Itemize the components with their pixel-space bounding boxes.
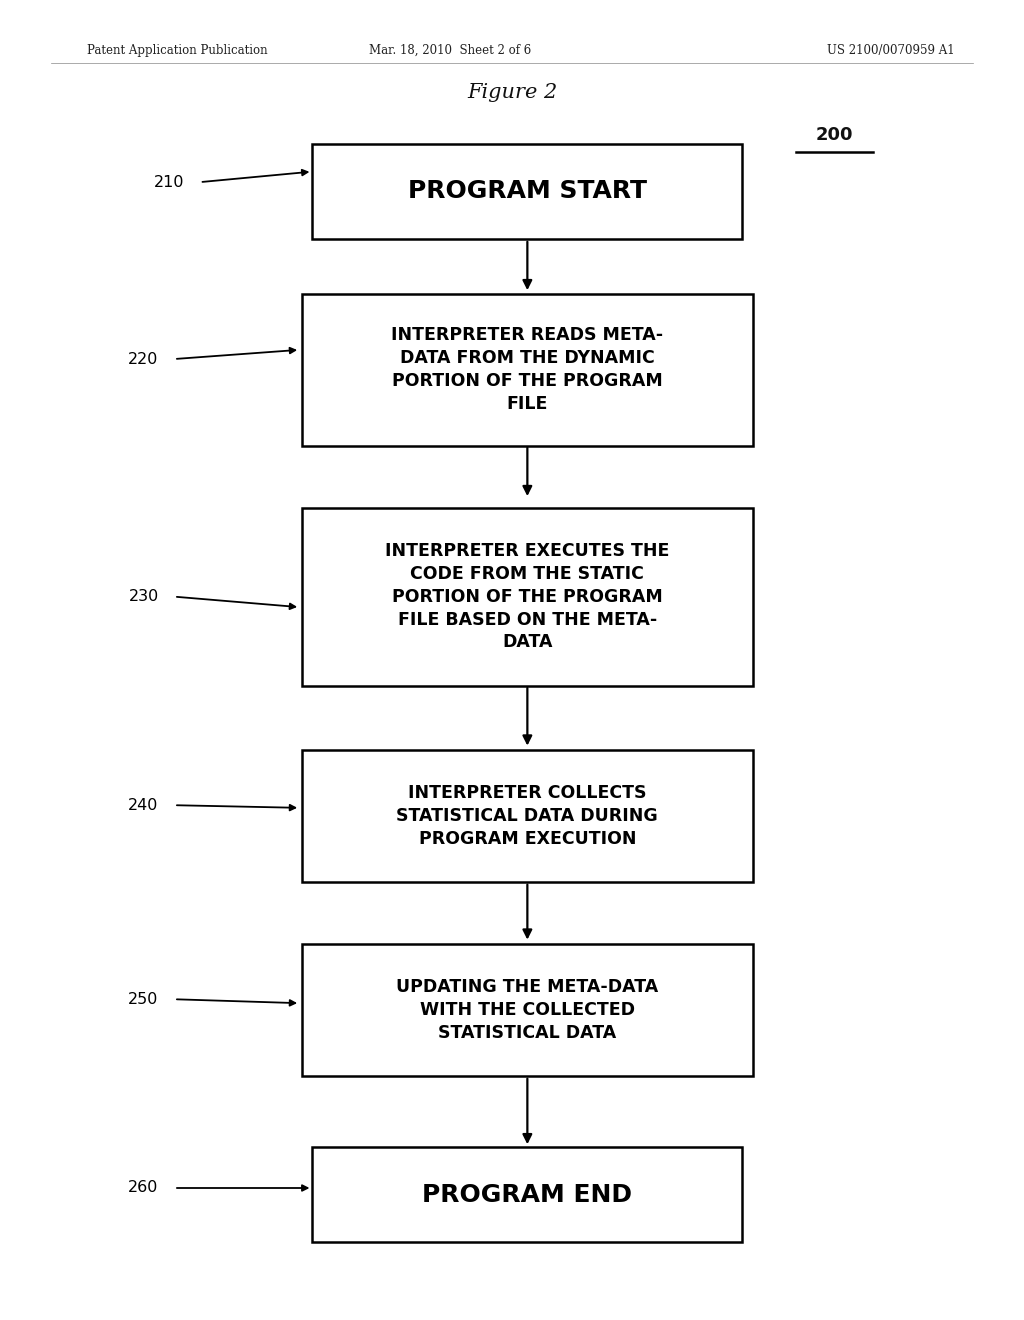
Text: 210: 210: [154, 174, 184, 190]
Bar: [302, 944, 753, 1076]
Text: INTERPRETER COLLECTS
STATISTICAL DATA DURING
PROGRAM EXECUTION: INTERPRETER COLLECTS STATISTICAL DATA DU…: [396, 784, 658, 847]
Text: 220: 220: [128, 351, 159, 367]
Text: Patent Application Publication: Patent Application Publication: [87, 44, 267, 57]
Text: Mar. 18, 2010  Sheet 2 of 6: Mar. 18, 2010 Sheet 2 of 6: [370, 44, 531, 57]
Text: 200: 200: [816, 125, 853, 144]
Bar: [312, 144, 742, 239]
Text: US 2100/0070959 A1: US 2100/0070959 A1: [827, 44, 954, 57]
Bar: [302, 750, 753, 882]
Text: INTERPRETER EXECUTES THE
CODE FROM THE STATIC
PORTION OF THE PROGRAM
FILE BASED : INTERPRETER EXECUTES THE CODE FROM THE S…: [385, 541, 670, 652]
Text: 250: 250: [128, 991, 159, 1007]
Text: UPDATING THE META-DATA
WITH THE COLLECTED
STATISTICAL DATA: UPDATING THE META-DATA WITH THE COLLECTE…: [396, 978, 658, 1041]
Text: Figure 2: Figure 2: [467, 83, 557, 102]
Text: INTERPRETER READS META-
DATA FROM THE DYNAMIC
PORTION OF THE PROGRAM
FILE: INTERPRETER READS META- DATA FROM THE DY…: [391, 326, 664, 413]
Bar: [302, 294, 753, 446]
Text: PROGRAM START: PROGRAM START: [408, 180, 647, 203]
Bar: [302, 507, 753, 685]
Text: 260: 260: [128, 1180, 159, 1196]
Text: PROGRAM END: PROGRAM END: [422, 1183, 633, 1206]
Bar: [312, 1147, 742, 1242]
Text: 230: 230: [128, 589, 159, 605]
Text: 240: 240: [128, 797, 159, 813]
